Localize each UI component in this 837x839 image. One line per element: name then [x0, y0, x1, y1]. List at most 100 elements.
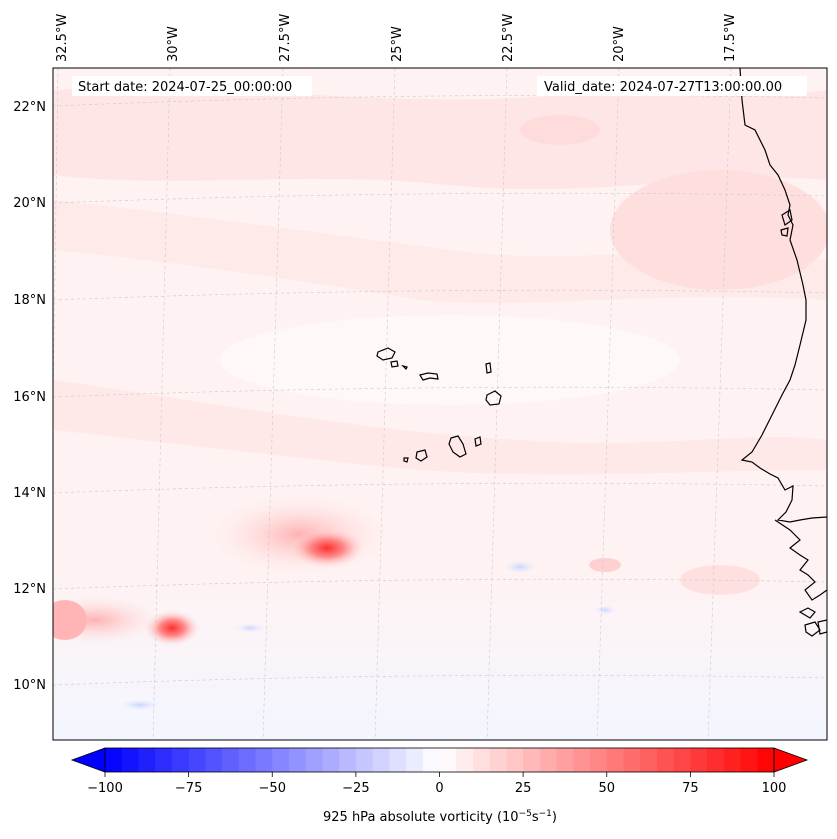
- colorbar-tick-label: 0: [435, 781, 443, 796]
- colorbar-label: 925 hPa absolute vorticity (10−5s−1): [323, 809, 557, 825]
- colorbar-tick-label: 100: [762, 781, 787, 796]
- valid-date-text: Valid_date: 2024-07-27T13:00:00.00: [544, 80, 782, 95]
- colorbar-cell: [506, 748, 524, 772]
- parallel-18n: [53, 289, 827, 301]
- field-blue-spot-b: [234, 623, 266, 633]
- field-band-south: [53, 380, 827, 475]
- field-vortex-c-halo: [53, 595, 165, 645]
- coast-island-guinea: [798, 607, 816, 619]
- colorbar-cell: [456, 748, 474, 772]
- colorbar-cell: [171, 748, 190, 772]
- field-blue-spot-a: [502, 560, 538, 574]
- colorbar-cells: [105, 748, 775, 772]
- colorbar-cell: [188, 748, 206, 772]
- island-santa-luzia: [401, 364, 408, 371]
- lon-label-17-5w: 17.5°W: [723, 14, 738, 62]
- colorbar-cell: [740, 748, 758, 772]
- colorbar-cell: [489, 748, 507, 772]
- coast-dakhla-a: [781, 209, 793, 226]
- colorbar-tick-label: 50: [598, 781, 615, 796]
- vorticity-field: [53, 68, 827, 740]
- colorbar-ticks: −100 −75 −50 −25 0 25 50 75 100: [87, 772, 786, 796]
- colorbar-cell: [322, 748, 340, 772]
- lat-label-10n: 10°N: [13, 678, 46, 693]
- colorbar-cell: [623, 748, 641, 772]
- colorbar-cell: [105, 748, 123, 772]
- colorbar-cell: [205, 748, 223, 772]
- valid-date-box: [537, 76, 807, 96]
- colorbar-cell: [656, 748, 675, 772]
- colorbar-cell: [723, 748, 741, 772]
- island-sao-nicolau: [419, 372, 439, 381]
- lon-label-32-5w: 32.5°W: [55, 14, 70, 62]
- field-vortex-a: [289, 528, 365, 568]
- start-date-text: Start date: 2024-07-25_00:00:00: [78, 80, 292, 95]
- colorbar-tick-label: 25: [515, 781, 532, 796]
- colorbar: −100 −75 −50 −25 0 25 50 75 100 925 hPa absolute…: [70, 747, 809, 825]
- island-brava: [403, 457, 409, 463]
- lat-label-20n: 20°N: [13, 196, 46, 211]
- colorbar-cell: [673, 748, 691, 772]
- colorbar-tick-label: −100: [87, 781, 123, 796]
- colorbar-cell: [238, 748, 256, 772]
- coast-island-guinea-2: [804, 621, 821, 637]
- parallel-10n: [53, 674, 827, 686]
- parallel-14n: [53, 482, 827, 494]
- field-blue-spot-d: [593, 605, 617, 615]
- parallel-16n: [53, 386, 827, 398]
- colorbar-tick-label: −25: [342, 781, 369, 796]
- parallel-12n: [53, 578, 827, 590]
- coast-africa-mainland: [739, 68, 827, 523]
- parallel-20n: [53, 192, 827, 204]
- meridian-20w: [596, 68, 620, 740]
- colorbar-cell: [539, 748, 557, 772]
- field-calm-zone: [220, 315, 680, 405]
- colorbar-cell: [472, 748, 491, 772]
- lon-label-20w: 20°W: [612, 26, 627, 62]
- colorbar-cell: [707, 748, 725, 772]
- field-blob-n: [520, 115, 600, 145]
- colorbar-cell: [355, 748, 374, 772]
- island-boa-vista: [485, 390, 502, 406]
- island-sal: [485, 362, 492, 374]
- colorbar-cell: [640, 748, 658, 772]
- colorbar-cell: [690, 748, 708, 772]
- coast-island-guinea-3: [817, 619, 827, 635]
- colorbar-cell: [523, 748, 541, 772]
- colorbar-cell: [606, 748, 624, 772]
- colorbar-label-exp2: −1: [539, 809, 552, 819]
- colorbar-tick-label: −75: [175, 781, 202, 796]
- colorbar-cell: [288, 748, 307, 772]
- colorbar-min-extend: [70, 747, 106, 773]
- lon-label-22-5w: 22.5°W: [501, 14, 516, 62]
- colorbar-label-main: 925 hPa absolute vorticity (10: [323, 810, 519, 825]
- colorbar-cell: [305, 748, 323, 772]
- colorbar-cell: [155, 748, 173, 772]
- field-blue-spot-c: [118, 699, 162, 711]
- island-maio: [474, 436, 482, 447]
- meridian-25w: [374, 68, 396, 740]
- colorbar-max-extend: [773, 747, 809, 773]
- lat-label-22n: 22°N: [13, 100, 46, 115]
- colorbar-cell: [389, 748, 407, 772]
- map-frame: [52, 67, 828, 741]
- colorbar-tick-label: −50: [259, 781, 286, 796]
- colorbar-cell: [121, 748, 139, 772]
- lat-label-18n: 18°N: [13, 293, 46, 308]
- colorbar-tick-label: 75: [682, 781, 699, 796]
- lon-label-27-5w: 27.5°W: [278, 14, 293, 62]
- lon-label-25w: 25°W: [390, 26, 405, 62]
- colorbar-cell: [372, 748, 390, 772]
- colorbar-label-close: ): [552, 810, 557, 825]
- field-band-mid: [53, 200, 827, 303]
- field-vortex-c: [53, 600, 87, 640]
- colorbar-cell: [272, 748, 290, 772]
- colorbar-cell: [439, 748, 457, 772]
- colorbar-cell: [573, 748, 591, 772]
- meridian-27-5w: [262, 68, 284, 740]
- coast-bijagos: [774, 519, 827, 601]
- colorbar-cell: [138, 748, 156, 772]
- island-santo-antao: [376, 347, 396, 361]
- start-date-box: [72, 76, 312, 96]
